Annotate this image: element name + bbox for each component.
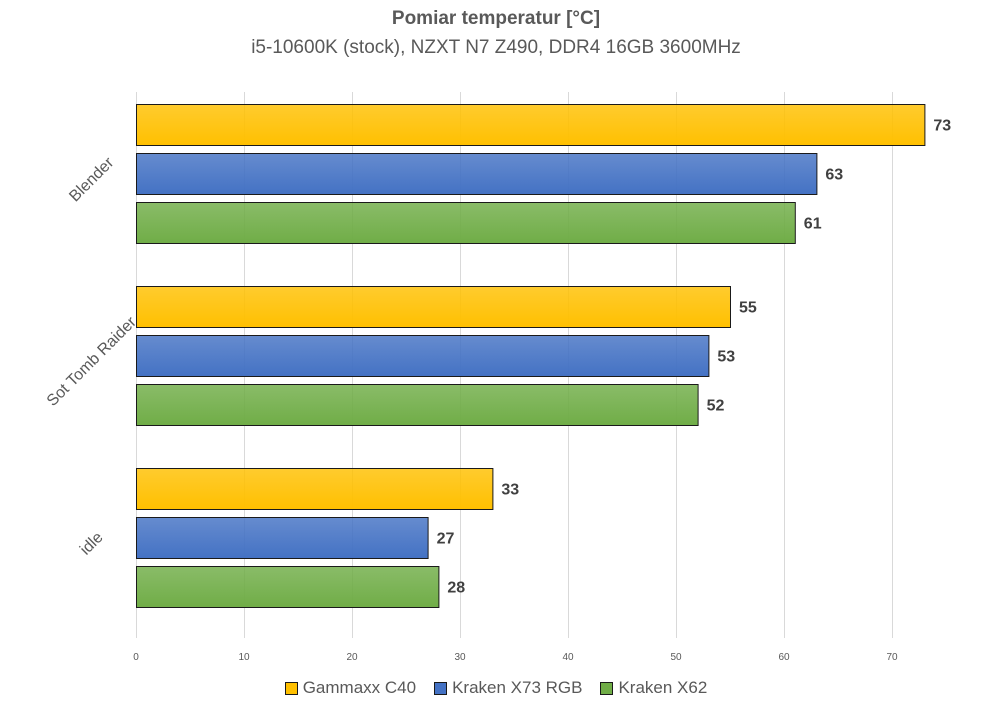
legend-label: Kraken X73 RGB [452, 678, 583, 697]
data-label: 27 [437, 531, 455, 548]
data-label: 28 [447, 580, 465, 597]
x-tick-label: 70 [886, 652, 898, 663]
bar-idle-kraken-x62 [136, 566, 440, 608]
legend-item-gammaxx-c40: Gammaxx C40 [284, 678, 417, 698]
data-label: 55 [739, 300, 757, 317]
chart-title: Pomiar temperatur [°C] [391, 8, 601, 29]
bar-blender-kraken-x62 [136, 202, 796, 244]
x-tick-label: 50 [670, 652, 682, 663]
legend-swatch [600, 681, 614, 695]
bar-sot-tomb-raider-kraken-x73-rgb [136, 335, 710, 377]
legend-label: Gammaxx C40 [302, 678, 417, 697]
legend-item-kraken-x73-rgb: Kraken X73 RGB [434, 678, 582, 698]
legend-swatch [434, 681, 448, 695]
bar-sot-tomb-raider-kraken-x62 [136, 384, 699, 426]
x-tick-label: 10 [238, 652, 250, 663]
data-label: 53 [717, 349, 735, 366]
category-label: Blender [66, 154, 117, 205]
bar-idle-kraken-x73-rgb [136, 517, 429, 559]
data-label: 52 [707, 398, 725, 415]
data-label: 61 [804, 216, 822, 233]
legend: Gammaxx C40 Kraken X73 RGB Kraken X62 [0, 678, 992, 698]
bar-blender-gammaxx-c40 [136, 104, 926, 146]
x-tick-label: 20 [346, 652, 358, 663]
bar-sot-tomb-raider-gammaxx-c40 [136, 286, 731, 328]
data-label: 63 [825, 167, 843, 184]
data-label: 73 [933, 118, 951, 135]
x-tick-label: 40 [562, 652, 574, 663]
legend-swatch [284, 681, 298, 695]
x-tick-label: 30 [454, 652, 466, 663]
x-tick-label: 0 [133, 652, 139, 663]
category-label: Sot Tomb Raider [44, 313, 141, 410]
bar-idle-gammaxx-c40 [136, 468, 494, 510]
category-label: idle [77, 529, 107, 559]
legend-label: Kraken X62 [618, 678, 708, 697]
x-tick-label: 60 [778, 652, 790, 663]
legend-item-kraken-x62: Kraken X62 [600, 678, 707, 698]
chart-subtitle: i5-10600K (stock), NZXT N7 Z490, DDR4 16… [251, 37, 741, 58]
data-label: 33 [501, 482, 519, 499]
bar-layer [136, 104, 926, 608]
bar-blender-kraken-x73-rgb [136, 153, 818, 195]
